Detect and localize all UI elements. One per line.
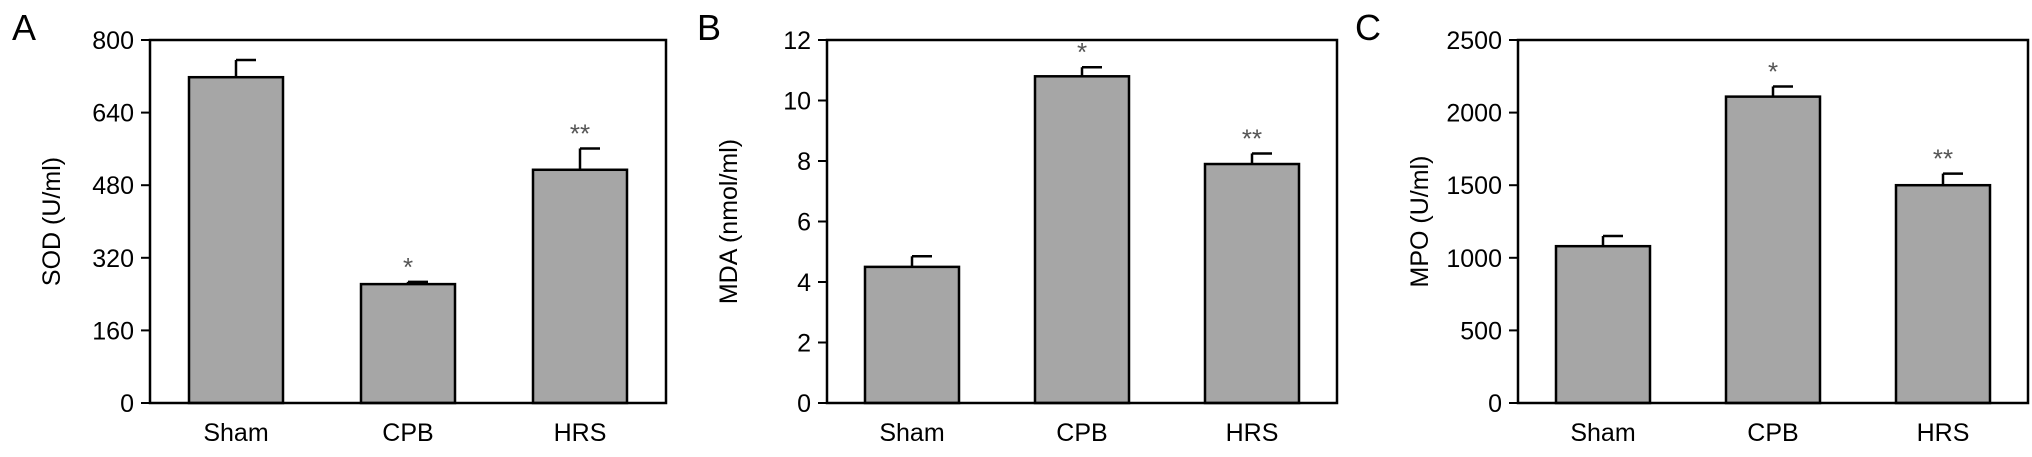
- y-tick-label: 320: [92, 245, 134, 273]
- y-tick-label: 2: [797, 330, 811, 358]
- x-category-label: CPB: [1056, 419, 1107, 447]
- y-tick-label: 1000: [1446, 245, 1502, 273]
- bar-hrs: [1203, 162, 1301, 405]
- chart-panel-c: C 0 500 1000 1500 2000 2500 MPO (U/ml) Sham * CPB *…: [1355, 7, 2030, 447]
- panel-letter: C: [1355, 7, 1381, 48]
- plot-frame: [825, 38, 1339, 405]
- plot-frame: [148, 38, 668, 405]
- significance-label: **: [570, 118, 590, 148]
- x-category-label: HRS: [1226, 419, 1279, 447]
- x-category-label: HRS: [554, 419, 607, 447]
- bar-sham: [1554, 244, 1652, 405]
- y-tick-label: 12: [783, 27, 811, 55]
- x-category-label: Sham: [1570, 419, 1635, 447]
- bar-hrs: [1894, 183, 1992, 405]
- x-category-label: CPB: [1747, 419, 1798, 447]
- y-axis-title: MPO (U/ml): [1406, 156, 1434, 288]
- y-tick-label: 6: [797, 209, 811, 237]
- y-tick-label: 4: [797, 269, 811, 297]
- y-tick-label: 10: [783, 88, 811, 116]
- x-category-label: HRS: [1917, 419, 1970, 447]
- y-tick-label: 800: [92, 27, 134, 55]
- y-tick-label: 480: [92, 172, 134, 200]
- significance-label: **: [1933, 144, 1953, 174]
- y-tick-label: 160: [92, 317, 134, 345]
- y-tick-label: 2500: [1446, 27, 1502, 55]
- y-tick-label: 0: [120, 390, 134, 418]
- chart-panel-a: A 0 160 320 480 640 800 SOD (U/ml) Sham * CPB ** HRS: [12, 7, 668, 447]
- chart-panel-b: B 0 2 4 6 8 10 12 MDA (nmol/ml) Sham * CPB ** HRS: [697, 7, 1339, 447]
- bar-cpb: [1724, 95, 1822, 405]
- x-category-label: Sham: [879, 419, 944, 447]
- bar-cpb: [359, 282, 457, 405]
- panel-letter: B: [697, 7, 721, 48]
- bar-cpb: [1033, 75, 1131, 405]
- y-axis-title: MDA (nmol/ml): [715, 139, 743, 304]
- y-tick-label: 0: [1488, 390, 1502, 418]
- significance-label: *: [1768, 56, 1778, 86]
- y-axis-title: SOD (U/ml): [38, 157, 66, 286]
- bar-sham: [863, 265, 961, 405]
- y-tick-label: 500: [1460, 317, 1502, 345]
- significance-label: *: [403, 252, 413, 282]
- panel-letter: A: [12, 7, 36, 48]
- y-tick-label: 1500: [1446, 172, 1502, 200]
- x-category-label: CPB: [382, 419, 433, 447]
- y-tick-label: 0: [797, 390, 811, 418]
- plot-frame: [1516, 38, 2030, 405]
- bar-hrs: [531, 168, 629, 405]
- significance-label: *: [1077, 37, 1087, 67]
- y-tick-label: 640: [92, 100, 134, 128]
- x-category-label: Sham: [203, 419, 268, 447]
- y-tick-label: 2000: [1446, 100, 1502, 128]
- bar-sham: [187, 75, 285, 405]
- y-tick-label: 8: [797, 148, 811, 176]
- significance-label: **: [1242, 123, 1262, 153]
